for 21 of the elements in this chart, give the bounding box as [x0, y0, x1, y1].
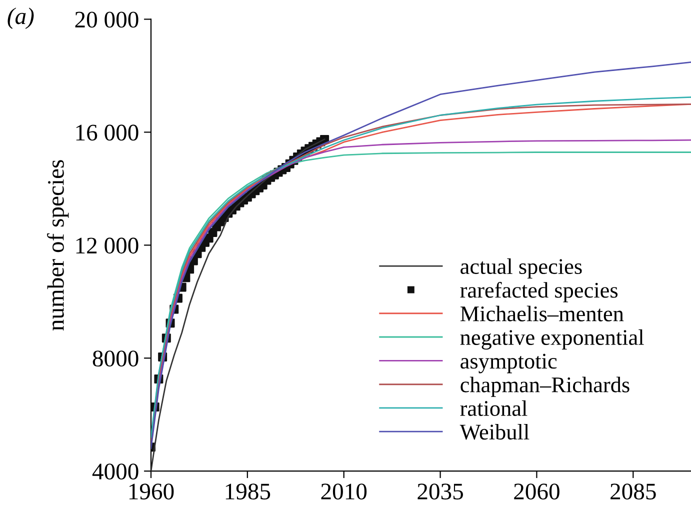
y-tick-label: 20 000	[75, 12, 138, 28]
legend-label: rational	[460, 400, 528, 416]
legend-label: chapman–Richards	[460, 376, 630, 397]
y-tick-label: 12 000	[76, 238, 138, 254]
x-tick-label: 1985	[226, 484, 270, 500]
x-tick-label: 1960	[129, 484, 174, 500]
y-tick-label: 16 000	[76, 124, 138, 141]
legend-label: asymptotic	[460, 354, 557, 374]
y-tick-label: 4000	[92, 464, 138, 480]
y-tick-label: 8000	[92, 350, 138, 367]
text: (a)	[8, 8, 34, 29]
x-tick-label: 2085	[610, 484, 656, 500]
legend-label: actual species	[460, 258, 582, 279]
legend-label: negative exponential	[460, 329, 644, 350]
legend-label: Michaelis–menten	[460, 306, 624, 322]
y-axis-title: number of species	[47, 160, 69, 331]
legend-label: Weibull	[460, 424, 530, 440]
x-tick-label: 2010	[321, 484, 367, 500]
x-tick-label: 2060	[514, 484, 560, 500]
x-tick-label: 2035	[418, 484, 463, 500]
legend-label: rarefacted species	[460, 282, 618, 302]
